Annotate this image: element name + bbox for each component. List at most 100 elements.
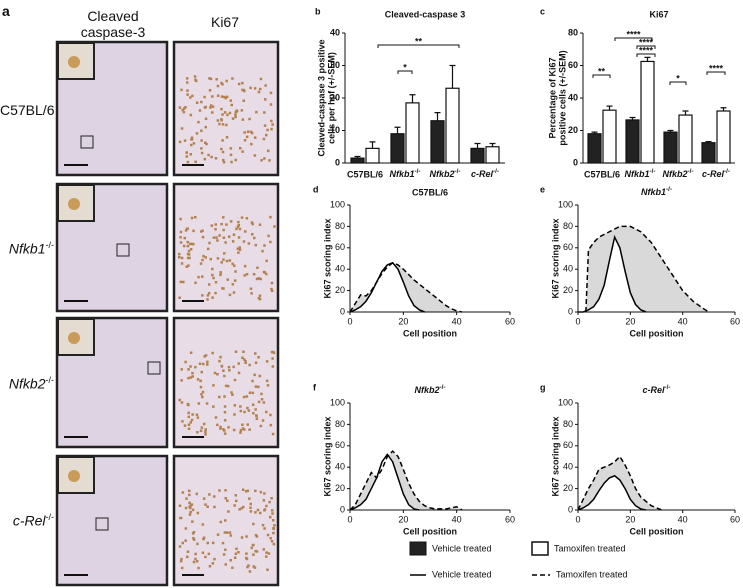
- y-axis-label: Cleaved-caspase 3 positive: [316, 39, 326, 156]
- line: [578, 234, 647, 313]
- significance-label: ****: [709, 63, 724, 73]
- line: [349, 450, 463, 511]
- zoom-box: [116, 243, 130, 257]
- x-tick-label: 20: [398, 514, 408, 524]
- inset-cell: [68, 56, 80, 68]
- stain: [178, 488, 276, 573]
- bar: [470, 147, 485, 164]
- stain: [178, 75, 274, 164]
- y-tick-label: 100: [558, 199, 573, 209]
- error-bar: [720, 107, 727, 111]
- bar: [716, 110, 731, 164]
- x-tick-label: 20: [625, 514, 635, 524]
- y-tick-label: 100: [330, 199, 345, 209]
- y-tick-label: 20: [563, 483, 573, 493]
- y-tick-label: 80: [563, 221, 573, 231]
- chart-title: Cleaved-caspase 3: [385, 9, 466, 19]
- error-bar: [474, 142, 481, 149]
- x-tick-label: Nfkb2-/-: [663, 168, 694, 179]
- x-tick-label: 0: [575, 514, 580, 524]
- y-tick-label: 60: [335, 242, 345, 252]
- legend-swatch: [531, 541, 549, 556]
- error-bar: [489, 142, 496, 147]
- legend-label: Tamoxifen treated: [554, 543, 626, 553]
- y-axis-label: Ki67 scoring index: [550, 218, 560, 298]
- error-bar: [629, 116, 636, 120]
- x-tick-label: C57BL/6: [347, 169, 383, 179]
- significance-label: **: [598, 66, 606, 76]
- line: [349, 453, 420, 511]
- significance-label: ****: [639, 37, 654, 47]
- inset-cell: [68, 470, 80, 482]
- error-bar: [369, 141, 376, 149]
- significance-bracket: [669, 81, 687, 85]
- y-tick-label: 20: [563, 285, 573, 295]
- y-tick-label: 0: [335, 157, 340, 167]
- y-axis-label: Ki67 scoring index: [322, 218, 332, 298]
- bar: [678, 114, 693, 164]
- error-bar: [434, 112, 441, 121]
- legend-label: Vehicle treated: [432, 569, 492, 579]
- bar: [625, 119, 640, 164]
- y-tick-label: 0: [568, 306, 573, 316]
- inset-cell: [68, 198, 80, 210]
- area: [578, 475, 647, 510]
- x-tick-label: 40: [678, 316, 688, 326]
- x-axis-label: Cell position: [630, 328, 684, 338]
- y-tick-label: 40: [563, 462, 573, 472]
- x-tick-label: 20: [398, 316, 408, 326]
- y-tick-label: 80: [335, 221, 345, 231]
- y-tick-label: 40: [335, 462, 345, 472]
- y-tick-label: 100: [330, 397, 345, 407]
- x-tick-label: c-Rel-/-: [702, 168, 730, 179]
- legend-label: Vehicle treated: [432, 543, 492, 553]
- error-bar: [606, 105, 613, 111]
- row-label: Nfkb2-/-: [8, 375, 54, 392]
- y-tick-label: 20: [330, 92, 340, 102]
- y-axis-label: positive cells (+/-SEM): [557, 50, 567, 145]
- bar: [602, 109, 617, 164]
- bar: [430, 120, 445, 164]
- x-tick-label: 60: [730, 514, 740, 524]
- stain: [178, 215, 276, 301]
- inset: [57, 42, 95, 80]
- x-tick-label: C57BL/6: [584, 169, 620, 179]
- y-tick-label: 60: [568, 60, 578, 70]
- line: [349, 261, 463, 313]
- x-axis-label: Cell position: [630, 526, 684, 536]
- micrograph: [172, 182, 280, 313]
- bar: [445, 87, 460, 164]
- area: [350, 262, 425, 312]
- panel-letter: e: [540, 184, 545, 194]
- legend-label: Tamoxifen treated: [556, 569, 628, 579]
- line: [585, 225, 710, 313]
- y-tick-label: 40: [330, 27, 340, 37]
- y-tick-label: 40: [568, 92, 578, 102]
- y-tick-label: 60: [563, 440, 573, 450]
- bar: [640, 60, 655, 164]
- x-tick-label: 0: [347, 316, 352, 326]
- area: [350, 454, 420, 510]
- panel-letter: d: [313, 184, 319, 194]
- chart-title: Ki67: [649, 9, 668, 19]
- error-bar: [409, 94, 416, 103]
- y-tick-label: 60: [563, 242, 573, 252]
- bar: [350, 157, 365, 164]
- panel-letter: g: [540, 382, 546, 392]
- x-tick-label: 40: [452, 514, 462, 524]
- significance-bracket: [592, 74, 611, 78]
- error-bar: [667, 129, 674, 133]
- x-tick-label: 20: [625, 316, 635, 326]
- y-tick-label: 0: [340, 504, 345, 514]
- error-bar: [644, 56, 651, 62]
- row-label: Nfkb1-/-: [8, 240, 54, 257]
- y-tick-label: 0: [568, 504, 573, 514]
- area: [578, 237, 647, 312]
- significance-label: *: [676, 73, 680, 83]
- x-tick-label: Nfkb1-/-: [625, 168, 656, 179]
- x-tick-label: Nfkb1-/-: [390, 168, 421, 179]
- error-bar: [591, 131, 598, 134]
- bar: [405, 102, 420, 164]
